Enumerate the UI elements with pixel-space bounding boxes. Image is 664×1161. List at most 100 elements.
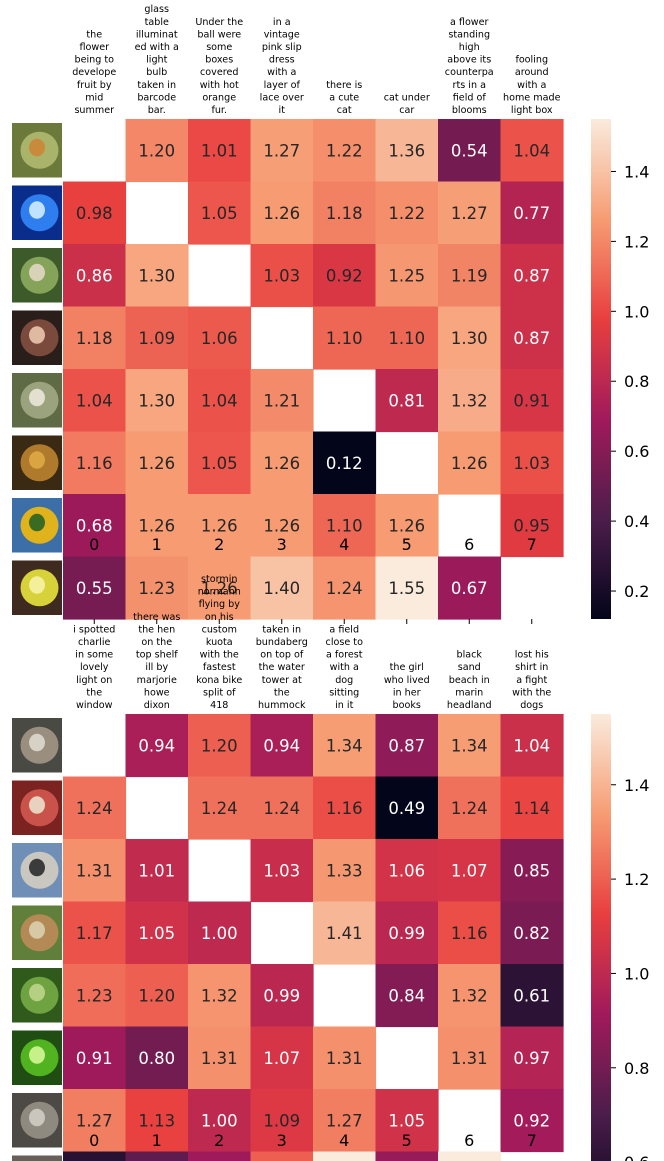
colorbar-tick-label: 1.0 [624,302,649,321]
heatmap-cell [375,556,439,620]
column-caption: black sand beach in marin headland [447,650,492,711]
cell-value-label: 1.22 [388,204,425,223]
heatmap-cell [188,1151,252,1161]
cell-value-label: 1.31 [326,1049,363,1068]
x-tick-label: 5 [402,1131,412,1150]
cell-value-label: 1.26 [138,454,175,473]
heatmap-cell [125,1026,189,1090]
cell-value-label: 1.20 [138,141,175,160]
colorbar-tick-label: 0.6 [624,1153,649,1161]
cell-value-label: 1.03 [513,454,550,473]
heatmap-cell [250,494,314,558]
heatmap-cell [188,306,252,370]
heatmap-cell [63,839,127,903]
heatmap-cell [500,244,564,308]
cell-value-label: 0.84 [388,986,425,1005]
heatmap-cell [500,1089,564,1153]
cell-value-label: 1.33 [326,861,363,880]
heatmap-cell [500,901,564,965]
cell-value-label: 1.21 [263,391,300,410]
cell-value-label: 1.01 [138,861,175,880]
colorbar-tick-label: 1.0 [624,964,649,983]
cell-value-label: 1.23 [138,579,175,598]
heatmap-cell [125,1089,189,1153]
cell-value-label: 1.30 [138,266,175,285]
heatmap-cell [125,714,189,778]
heatmap-cell [438,556,502,620]
red-collage-thumbnail [12,780,62,835]
heatmap-cell [125,431,189,495]
cell-value-label: 1.01 [201,141,238,160]
heatmap-cell [63,244,127,308]
x-tick-label: 0 [89,1131,99,1150]
x-tick-label: 2 [214,1131,224,1150]
heatmap-cell [500,714,564,778]
colorbar-tick-label: 0.4 [624,512,649,531]
heatmap-cell [188,901,252,965]
heatmap-cell [63,901,127,965]
cell-value-label: 0.87 [388,736,425,755]
heatmap-cell [375,964,439,1028]
cell-value-label: 1.03 [263,861,300,880]
cell-value-label: 1.26 [388,516,425,535]
cell-value-label: 1.18 [76,329,113,348]
green-field-thumbnail [12,968,62,1023]
heatmap-cell [250,839,314,903]
colorbar-tick-label: 1.2 [624,870,649,889]
heatmap-cell [125,244,189,308]
x-tick-label: 6 [464,535,474,554]
heatmap-cell [500,964,564,1028]
cell-value-label: 0.77 [513,204,550,223]
x-tick-label: 2 [214,535,224,554]
cell-value-label: 0.91 [76,1049,113,1068]
heatmap-cell [63,1151,127,1161]
man-in-field-thumbnail [12,905,62,960]
heatmap-panel-1: 1.20 1.01 1.27 1.22 1.36 0.54 1.040.98 1.05 1.26… [12,0,649,624]
cell-value-label: 1.23 [76,986,113,1005]
cell-value-label: 1.03 [263,266,300,285]
heatmap-cell [63,1089,127,1153]
heatmap-cell [375,494,439,558]
cell-value-label: 1.26 [263,516,300,535]
cell-value-label: 1.00 [201,924,238,943]
cell-value-label: 1.40 [263,579,300,598]
cell-value-label: 1.07 [451,861,488,880]
x-tick-label: 7 [527,1131,537,1150]
colorbar-tick-label: 0.2 [624,582,649,601]
x-tick-label: 5 [402,535,412,554]
heatmap-cell [63,776,127,840]
cell-value-label: 0.99 [388,924,425,943]
rocky-beach-thumbnail [12,1093,62,1148]
cell-value-label: 0.87 [513,329,550,348]
heatmap-cell [438,901,502,965]
cell-value-label: 1.26 [451,454,488,473]
cell-value-label: 1.07 [263,1049,300,1068]
heatmap-cell [438,369,502,433]
cell-value-label: 0.55 [76,579,113,598]
heatmap-cell [250,1089,314,1153]
heatmap-cell [63,369,127,433]
cell-value-label: 1.20 [138,986,175,1005]
heatmap-cell [500,431,564,495]
cell-value-label: 1.04 [513,736,550,755]
colorbar-tick-label: 0.8 [624,372,649,391]
x-tick-label: 3 [277,1131,287,1150]
heatmap-cell [63,431,127,495]
cell-value-label: 0.94 [263,736,300,755]
cell-value-label: 1.26 [263,204,300,223]
cell-value-label: 1.26 [263,454,300,473]
cell-value-label: 1.16 [76,454,113,473]
cell-value-label: 0.61 [513,986,550,1005]
heatmap-cell [63,306,127,370]
heatmap-cell [438,306,502,370]
heatmap-cell [250,556,314,620]
heatmap-cell [125,839,189,903]
heatmap-cell [250,369,314,433]
heatmap-cell [63,556,127,620]
thistle-bud-thumbnail [12,123,62,178]
heatmap-cell [188,431,252,495]
x-tick-label: 6 [464,1131,474,1150]
heatmap-cell [250,181,314,245]
heatmap-cell [313,1026,377,1090]
